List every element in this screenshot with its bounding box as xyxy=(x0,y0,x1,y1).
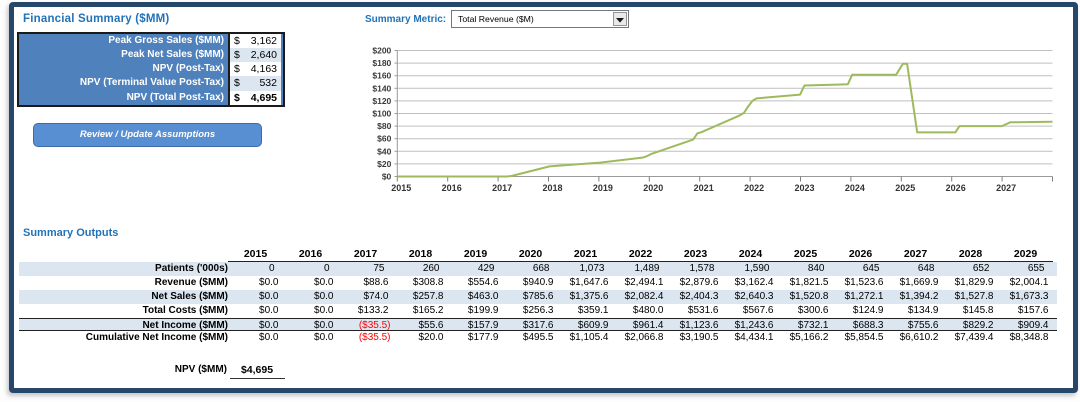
svg-text:2025: 2025 xyxy=(895,183,915,193)
svg-text:$60: $60 xyxy=(377,134,391,144)
svg-text:2017: 2017 xyxy=(492,183,512,193)
svg-text:2027: 2027 xyxy=(996,183,1016,193)
svg-text:2020: 2020 xyxy=(643,183,663,193)
svg-text:2026: 2026 xyxy=(946,183,966,193)
svg-text:$140: $140 xyxy=(372,83,391,93)
svg-text:2015: 2015 xyxy=(391,183,411,193)
svg-text:$40: $40 xyxy=(377,146,391,156)
svg-text:$100: $100 xyxy=(372,109,391,119)
svg-text:2019: 2019 xyxy=(593,183,613,193)
svg-text:$80: $80 xyxy=(377,121,391,131)
svg-text:2018: 2018 xyxy=(542,183,562,193)
svg-text:$20: $20 xyxy=(377,159,391,169)
svg-text:2023: 2023 xyxy=(794,183,814,193)
svg-text:$0: $0 xyxy=(382,172,392,182)
svg-text:$160: $160 xyxy=(372,71,391,81)
svg-text:2021: 2021 xyxy=(694,183,714,193)
svg-text:2024: 2024 xyxy=(845,183,865,193)
svg-text:$200: $200 xyxy=(372,46,391,56)
svg-text:$120: $120 xyxy=(372,96,391,106)
svg-text:2022: 2022 xyxy=(744,183,764,193)
svg-text:2016: 2016 xyxy=(442,183,462,193)
svg-text:$180: $180 xyxy=(372,58,391,68)
